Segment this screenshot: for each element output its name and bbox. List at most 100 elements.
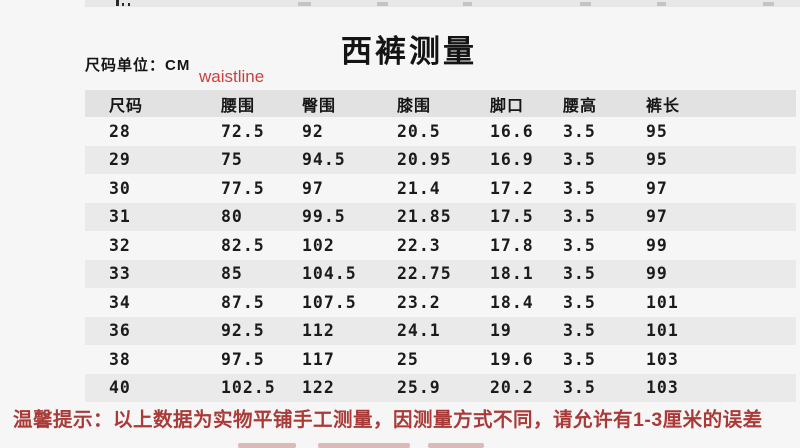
table-cell: 3.5 (563, 121, 596, 141)
table-row: 32 82.5 102 22.3 17.8 3.5 99 (85, 231, 796, 260)
table-cell: 85 (221, 264, 243, 284)
table-cell: 22.75 (397, 264, 452, 284)
table-cell: 102 (302, 235, 335, 255)
table-cell: 25 (397, 349, 419, 369)
table-cell: 17.8 (490, 235, 534, 255)
clipped-glyph-mark (377, 2, 388, 6)
table-cell: 16.6 (490, 121, 534, 141)
table-cell: 20.2 (490, 378, 534, 398)
table-cell: 122 (302, 378, 335, 398)
table-cell: 36 (109, 321, 131, 341)
table-cell: 99 (646, 264, 668, 284)
clipped-glyph-mark (122, 3, 124, 6)
size-unit-label: 尺码单位：CM (85, 57, 191, 74)
table-cell: 32 (109, 235, 131, 255)
table-cell: 23.2 (397, 292, 441, 312)
column-header-knee: 膝围 (375, 90, 466, 117)
table-row: 36 92.5 112 24.1 19 3.5 101 (85, 316, 796, 345)
clipped-glyph-mark (128, 3, 130, 6)
table-cell: 101 (646, 292, 679, 312)
column-header-hip: 臀围 (280, 90, 375, 117)
waistline-annotation: waistline (199, 67, 265, 86)
table-cell: 107.5 (302, 292, 357, 312)
table-cell: 77.5 (221, 178, 265, 198)
table-cell: 34 (109, 292, 131, 312)
table-cell: 18.1 (490, 264, 534, 284)
table-cell: 92.5 (221, 321, 265, 341)
table-cell: 3.5 (563, 349, 596, 369)
table-header-row: 尺码 腰围 臀围 膝围 脚口 腰高 裤长 (85, 90, 796, 117)
table-row: 31 80 99.5 21.85 17.5 3.5 97 (85, 202, 796, 231)
table-cell: 92 (302, 121, 324, 141)
table-cell: 95 (646, 121, 668, 141)
table-cell: 87.5 (221, 292, 265, 312)
table-cell: 38 (109, 349, 131, 369)
column-header-pants-length: 裤长 (615, 90, 796, 117)
clipped-glyph-mark (763, 2, 774, 6)
clipped-second-line-fragment (428, 443, 484, 448)
clipped-second-line-fragment (238, 443, 296, 448)
table-cell: 97.5 (221, 349, 265, 369)
column-header-size: 尺码 (85, 90, 192, 117)
table-cell: 99.5 (302, 207, 346, 227)
table-cell: 101 (646, 321, 679, 341)
table-cell: 102.5 (221, 378, 276, 398)
page-title: 西裤测量 (341, 34, 477, 69)
table-cell: 97 (302, 178, 324, 198)
table-cell: 3.5 (563, 207, 596, 227)
table-cell: 20.95 (397, 150, 452, 170)
table-cell: 112 (302, 321, 335, 341)
table-cell: 20.5 (397, 121, 441, 141)
table-cell: 80 (221, 207, 243, 227)
table-row: 33 85 104.5 22.75 18.1 3.5 99 (85, 259, 796, 288)
table-row: 38 97.5 117 25 19.6 3.5 103 (85, 345, 796, 374)
table-cell: 3.5 (563, 150, 596, 170)
table-cell: 103 (646, 349, 679, 369)
table-cell: 3.5 (563, 235, 596, 255)
table-cell: 97 (646, 178, 668, 198)
table-cell: 17.5 (490, 207, 534, 227)
table-cell: 3.5 (563, 292, 596, 312)
table-cell: 29 (109, 150, 131, 170)
size-table: 尺码 腰围 臀围 膝围 脚口 腰高 裤长 28 72.5 92 20.5 16.6 3.5… (85, 90, 796, 402)
clipped-previous-row-strip (85, 0, 800, 7)
table-cell: 31 (109, 207, 131, 227)
table-cell: 24.1 (397, 321, 441, 341)
clipped-second-line-fragment (318, 443, 410, 448)
table-cell: 117 (302, 349, 335, 369)
table-cell: 22.3 (397, 235, 441, 255)
column-header-waist-height: 腰高 (539, 90, 615, 117)
clipped-glyph-mark (657, 2, 666, 6)
clipped-glyph-mark (463, 2, 472, 6)
table-cell: 3.5 (563, 178, 596, 198)
table-cell: 97 (646, 207, 668, 227)
table-cell: 72.5 (221, 121, 265, 141)
column-header-leg-opening: 脚口 (466, 90, 539, 117)
table-cell: 17.2 (490, 178, 534, 198)
table-cell: 16.9 (490, 150, 534, 170)
table-cell: 18.4 (490, 292, 534, 312)
clipped-glyph-mark (580, 2, 591, 6)
table-cell: 30 (109, 178, 131, 198)
table-cell: 104.5 (302, 264, 357, 284)
column-header-waist: 腰围 (192, 90, 280, 117)
clipped-glyph-mark (116, 0, 119, 6)
table-cell: 25.9 (397, 378, 441, 398)
table-cell: 82.5 (221, 235, 265, 255)
table-row: 30 77.5 97 21.4 17.2 3.5 97 (85, 174, 796, 203)
table-cell: 3.5 (563, 378, 596, 398)
table-cell: 40 (109, 378, 131, 398)
table-cell: 99 (646, 235, 668, 255)
table-cell: 21.4 (397, 178, 441, 198)
table-row: 34 87.5 107.5 23.2 18.4 3.5 101 (85, 288, 796, 317)
table-cell: 3.5 (563, 321, 596, 341)
table-cell: 28 (109, 121, 131, 141)
table-row: 40 102.5 122 25.9 20.2 3.5 103 (85, 373, 796, 402)
table-cell: 33 (109, 264, 131, 284)
table-cell: 103 (646, 378, 679, 398)
table-row: 28 72.5 92 20.5 16.6 3.5 95 (85, 117, 796, 146)
table-cell: 95 (646, 150, 668, 170)
table-cell: 21.85 (397, 207, 452, 227)
table-cell: 75 (221, 150, 243, 170)
